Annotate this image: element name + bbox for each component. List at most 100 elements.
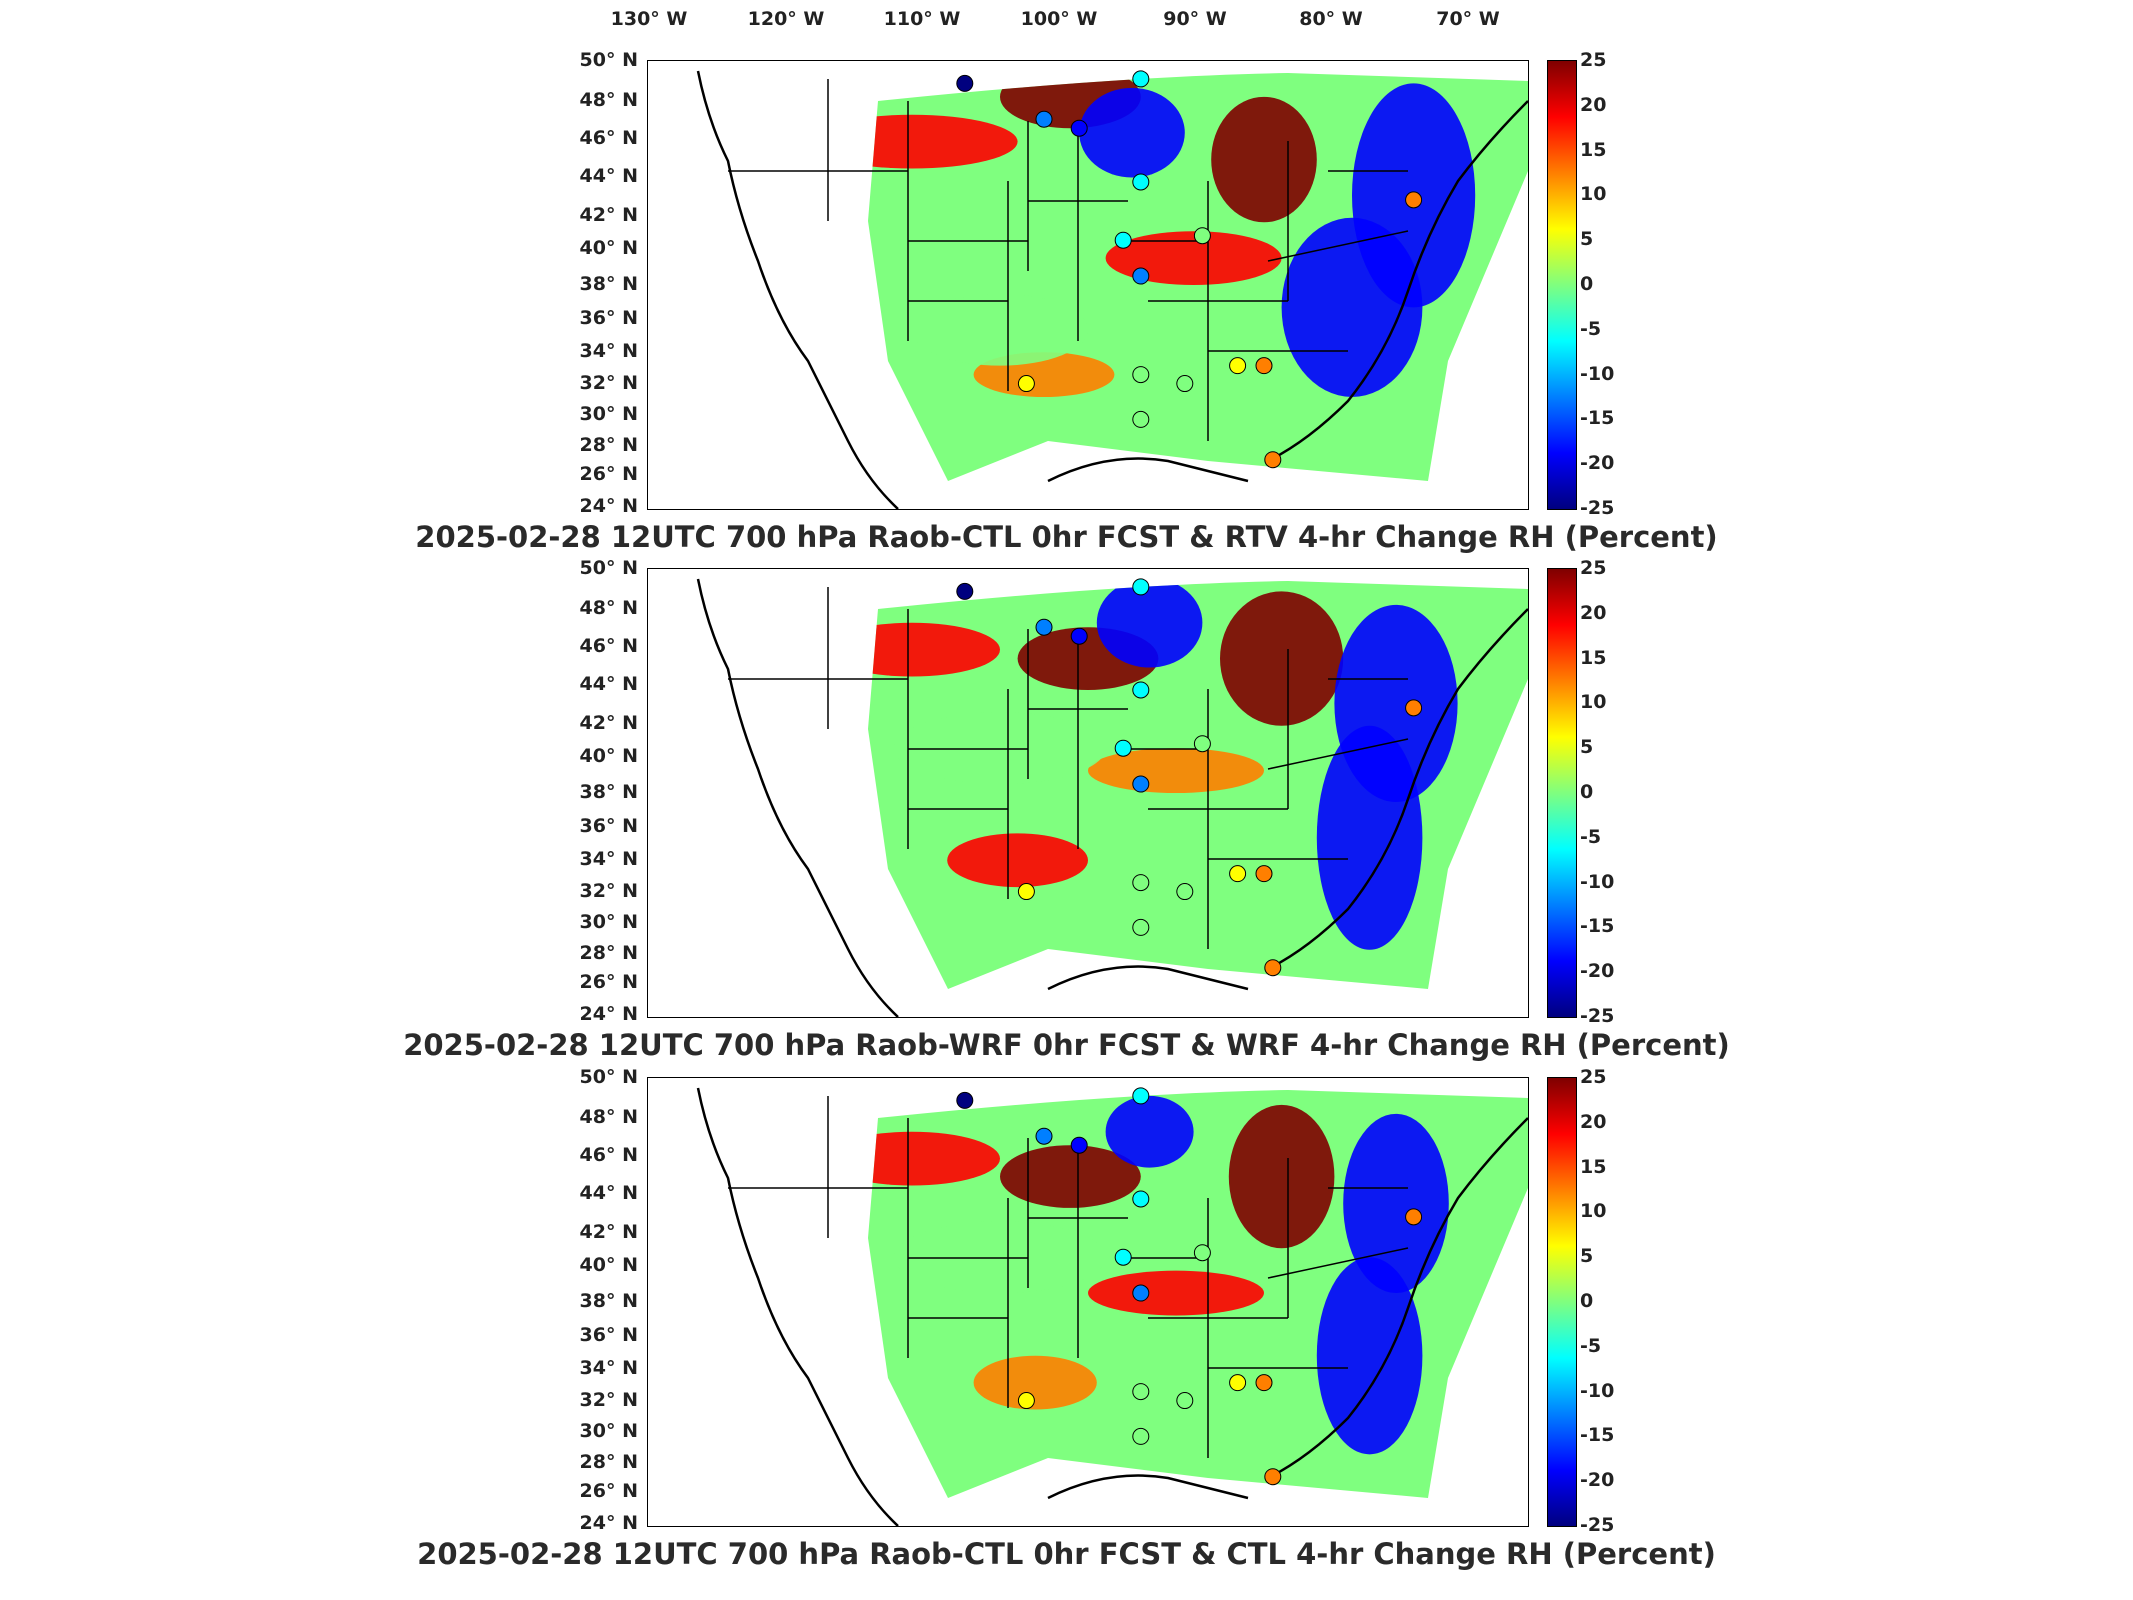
colorbar-tick-label: -5 (1580, 825, 1602, 848)
lon-label: 130° W (610, 8, 688, 30)
map-frame (647, 60, 1529, 510)
colorbar-tick-label: 5 (1580, 1245, 1594, 1268)
lat-label: 28° N (579, 1451, 638, 1474)
rh-field-patch (1316, 725, 1423, 950)
rh-field-patch (1211, 96, 1317, 223)
raob-station-marker (1132, 173, 1150, 191)
raob-station-marker (1132, 1190, 1150, 1208)
rh-field-patch (894, 1221, 1106, 1294)
rh-field-patch (1000, 1145, 1141, 1208)
raob-station-marker (1255, 1374, 1273, 1392)
rh-map-svg (696, 1087, 1528, 1526)
colorbar-tick-label: 0 (1580, 781, 1594, 803)
raob-station-marker (1035, 1127, 1053, 1145)
raob-station-marker (1176, 883, 1194, 901)
lat-label: 34° N (579, 340, 638, 363)
coastline (696, 578, 899, 1017)
lat-label: 44° N (579, 1182, 638, 1205)
rh-change-field (868, 73, 1528, 481)
rh-field-patch (1096, 581, 1203, 668)
raob-station-marker (1132, 918, 1150, 936)
raob-station-marker (1176, 1392, 1194, 1410)
rh-field-patch (1088, 748, 1264, 793)
colorbar-tick-label: -20 (1580, 1469, 1615, 1492)
lon-label: 80° W (1299, 8, 1363, 30)
colorbar-tick-label: 25 (1580, 1066, 1607, 1088)
lat-label: 38° N (579, 273, 638, 295)
rh-field-patch (868, 114, 1018, 169)
raob-station-marker (1017, 375, 1035, 393)
lat-label: 28° N (579, 942, 638, 965)
colorbar-ticks: 25 20 15 10 5 0 -5 -10 -15 -20 -25 (1580, 557, 1640, 1027)
lat-label: 44° N (579, 673, 638, 696)
rh-map-svg (696, 70, 1528, 509)
colorbar-tick-label: -15 (1580, 407, 1615, 430)
lat-label: 24° N (579, 494, 638, 517)
colorbar-tick-label: -5 (1580, 317, 1602, 340)
panel-title: 2025-02-28 12UTC 700 hPa Raob-WRF 0hr FC… (403, 1028, 1730, 1062)
lat-label: 26° N (579, 971, 638, 994)
lat-label: 34° N (579, 1357, 638, 1380)
coastline (1047, 608, 1528, 991)
lat-label: 50° N (579, 49, 638, 71)
colorbar-tick-label: 5 (1580, 228, 1594, 251)
raob-station-marker (956, 1091, 974, 1109)
raob-station-marker (1132, 1427, 1150, 1445)
state-boundary (728, 1096, 1028, 1408)
lat-label: 36° N (579, 815, 638, 838)
raob-station-marker (1035, 110, 1053, 128)
latitude-axis: 50° N 48° N 46° N 44° N 42° N 40° N 38° N 36° N… (560, 49, 644, 517)
rh-field-patch (1088, 1270, 1264, 1316)
state-boundary (728, 79, 1028, 391)
lat-label: 40° N (579, 237, 638, 260)
rh-field-patch (973, 1355, 1097, 1410)
lat-label: 40° N (579, 745, 638, 768)
raob-station-marker (1264, 959, 1282, 977)
state-boundary (1208, 649, 1409, 860)
latitude-axis: 50° N 48° N 46° N 44° N 42° N 40° N 38° N 36° N… (560, 557, 644, 1025)
raob-station-marker (1132, 410, 1150, 428)
lat-label: 40° N (579, 1254, 638, 1277)
raob-station-marker (1132, 874, 1150, 892)
rh-field-patch (947, 833, 1088, 888)
lat-label: 32° N (579, 1388, 638, 1411)
lat-label: 44° N (579, 165, 638, 188)
colorbar-tick-label: -25 (1580, 497, 1615, 519)
rh-field-patch (1316, 1257, 1423, 1455)
lat-label: 26° N (579, 463, 638, 486)
lat-label: 30° N (579, 910, 638, 933)
longitude-axis: 130° W 120° W 110° W 100° W 90° W 80° W … (0, 0, 2133, 40)
lat-label: 48° N (579, 1106, 638, 1129)
colorbar-tick-label: 25 (1580, 557, 1607, 579)
raob-station-marker (1070, 627, 1088, 645)
lat-label: 46° N (579, 635, 638, 658)
raob-station-marker (1405, 1208, 1423, 1226)
colorbar-tick-label: 15 (1580, 1155, 1607, 1178)
rh-field-patch (1220, 591, 1344, 726)
raob-station-marker (1193, 227, 1211, 245)
raob-station-marker (1132, 1087, 1150, 1105)
lat-label: 36° N (579, 1324, 638, 1347)
raob-station-marker (1070, 1136, 1088, 1154)
lat-label: 50° N (579, 1066, 638, 1088)
coastline (1047, 1117, 1528, 1500)
rh-map-svg (696, 578, 1528, 1017)
raob-station-marker (956, 74, 974, 92)
raob-station-marker (1229, 865, 1247, 883)
lat-label: 34° N (579, 848, 638, 871)
rh-field-patch (1281, 217, 1423, 397)
raob-station-marker (1255, 865, 1273, 883)
latitude-axis: 50° N 48° N 46° N 44° N 42° N 40° N 38° N 36° N… (560, 1066, 644, 1534)
lat-label: 24° N (579, 1511, 638, 1534)
raob-station-marker (1132, 1383, 1150, 1401)
colorbar-tick-label: -10 (1580, 1379, 1615, 1402)
lat-label: 28° N (579, 434, 638, 457)
raob-station-marker (1132, 70, 1150, 88)
colorbar-tick-label: 25 (1580, 49, 1607, 71)
raob-station-marker (1114, 739, 1132, 757)
lon-label: 110° W (883, 8, 961, 30)
lat-label: 50° N (579, 557, 638, 579)
raob-station-marker (1193, 735, 1211, 753)
colorbar-tick-label: -10 (1580, 870, 1615, 893)
colorbar-tick-label: -25 (1580, 1514, 1615, 1536)
